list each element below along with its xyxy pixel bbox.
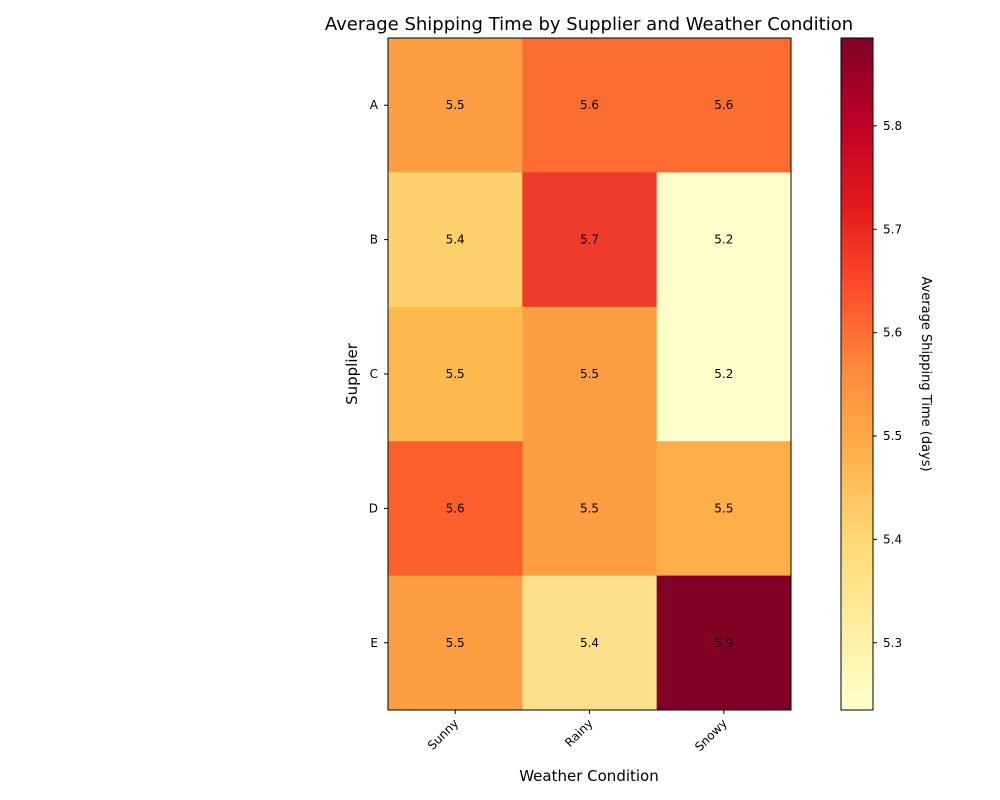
x-tick-label: Rainy [562, 716, 596, 750]
cell-value-label: 5.6 [446, 501, 465, 515]
cell-value-label: 5.5 [714, 501, 733, 515]
colorbar-tick-label: 5.3 [883, 636, 902, 650]
colorbar-tick-label: 5.7 [883, 222, 902, 236]
plot-frame [387, 37, 792, 711]
heatmap-cell-E-rainy [522, 575, 658, 711]
y-axis-label: Supplier [343, 342, 361, 405]
y-tick-label: A [370, 98, 379, 112]
heatmap-cell-B-snowy [656, 172, 792, 308]
x-tick-label: Sunny [425, 716, 461, 752]
heatmap-cell-C-snowy [656, 306, 792, 442]
colorbar-gradient [840, 37, 874, 711]
cell-value-label: 5.5 [580, 501, 599, 515]
heatmap-cell-C-rainy [522, 306, 658, 442]
chart-title: Average Shipping Time by Supplier and We… [325, 14, 853, 35]
y-tick-label: C [370, 367, 378, 381]
y-tick-label: B [370, 233, 378, 247]
x-axis-label: Weather Condition [519, 767, 659, 785]
cell-value-label: 5.4 [580, 636, 599, 650]
heatmap-cell-C-sunny [388, 306, 523, 442]
cell-value-label: 5.6 [714, 98, 733, 112]
colorbar-label: Average Shipping Time (days) [918, 276, 933, 471]
heatmap-cells: 5.5 5.6 5.6 5.4 5.7 5.2 5.5 5.5 5.2 5.6 5.5 5.5 5.5 5… [388, 38, 792, 711]
heatmap-cell-E-snowy [656, 575, 792, 711]
x-tick-label: Snowy [692, 716, 730, 754]
y-axis-ticks: A B C D E [369, 98, 388, 650]
heatmap-cell-B-rainy [522, 172, 658, 308]
cell-value-label: 5.4 [446, 233, 465, 247]
cell-value-label: 5.7 [580, 233, 599, 247]
colorbar-tick-label: 5.4 [883, 532, 902, 546]
cell-value-label: 5.5 [580, 367, 599, 381]
cell-value-label: 5.2 [714, 367, 733, 381]
y-tick-label: D [369, 501, 378, 515]
cell-value-label: 5.9 [714, 636, 733, 650]
heatmap-cell-D-snowy [656, 441, 792, 577]
heatmap-cell-A-sunny [388, 38, 523, 173]
cell-value-label: 5.5 [446, 636, 465, 650]
colorbar-tick-label: 5.6 [883, 326, 902, 340]
colorbar-tick-label: 5.8 [883, 119, 902, 133]
cell-value-label: 5.2 [714, 233, 733, 247]
heatmap-cell-E-sunny [388, 575, 523, 711]
colorbar-ticks: 5.3 5.4 5.5 5.6 5.7 5.8 [873, 119, 902, 650]
heatmap-cell-B-sunny [388, 172, 523, 308]
heatmap-cell-D-rainy [522, 441, 658, 577]
heatmap-cell-A-snowy [656, 38, 792, 173]
cell-value-label: 5.5 [446, 367, 465, 381]
x-axis-ticks: Sunny Rainy Snowy [425, 710, 730, 754]
heatmap-cell-A-rainy [522, 38, 658, 173]
cell-value-label: 5.6 [580, 98, 599, 112]
cell-value-label: 5.5 [446, 98, 465, 112]
heatmap-cell-D-sunny [388, 441, 523, 577]
colorbar: 5.3 5.4 5.5 5.6 5.7 5.8 Average Shipping Time… [840, 37, 933, 711]
colorbar-tick-label: 5.5 [883, 429, 902, 443]
y-tick-label: E [370, 636, 378, 650]
